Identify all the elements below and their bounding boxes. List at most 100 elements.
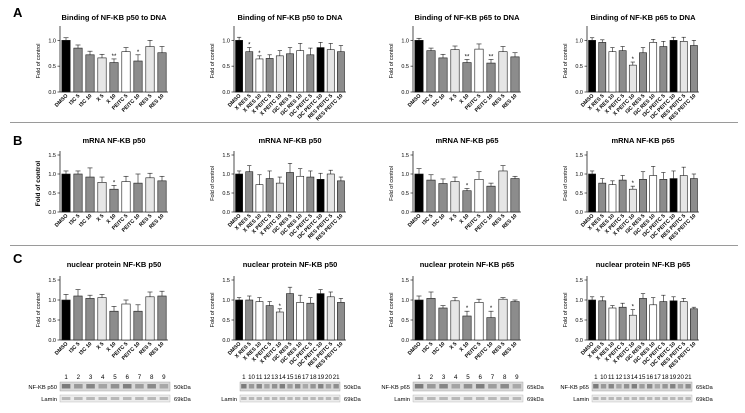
chart-9-bar-1 (61, 299, 71, 341)
chart-3-bar-4 (450, 49, 460, 93)
chart-12-bar-8 (659, 301, 668, 341)
chart-8-ytick-label-3: 1.5 (575, 153, 583, 159)
blot-4-control-band-4 (616, 397, 622, 400)
chart-3-ytick-label-0: 0.0 (401, 90, 409, 96)
blot-1-target-label: NF-KB p50 (28, 385, 57, 391)
chart-6-ytick-label-1: 0.5 (222, 191, 230, 197)
chart-4-bar-8 (659, 46, 668, 93)
chart-5-bar-8 (145, 177, 155, 213)
chart-10-ytick-label-0: 0.0 (222, 338, 230, 344)
chart-10-bar-10 (326, 296, 335, 341)
chart-5-ytick-label-0: 0.0 (48, 210, 56, 216)
blot-4-lane-1: 1 (594, 374, 598, 381)
chart-6-ytick-label-0: 0.0 (222, 210, 230, 216)
chart-1-bar-8 (145, 46, 155, 93)
chart-5-ytick-label-1: 0.5 (48, 191, 56, 197)
chart-5-xtick-label-3: I3C 10 (78, 213, 93, 228)
blot-2-control-band-9 (302, 397, 309, 400)
blot-2-target-kda: 50kDa (344, 385, 362, 391)
chart-1-bar-2 (73, 47, 83, 93)
blot-3-target-band-4 (451, 384, 461, 389)
row-letter-b: B (13, 133, 22, 148)
blot-2-control-band-4 (264, 397, 270, 400)
blot-2-target-band-5 (271, 384, 278, 389)
blot-1-control-band-7 (135, 397, 144, 400)
chart-6-bar-7 (296, 175, 305, 213)
chart-1-bar-9 (157, 52, 167, 93)
chart-9-bar-6 (121, 303, 131, 341)
chart-5-bar-9 (157, 180, 167, 213)
blot-4-target-band-8 (647, 384, 653, 389)
chart-6-bar-3 (255, 184, 264, 213)
chart-4-bar-7 (649, 42, 658, 93)
blot-4-control-band-3 (608, 397, 614, 400)
blot-4-control-band-11 (670, 397, 676, 400)
chart-9-xtick-label-5: X 10 (105, 341, 117, 353)
chart-11-sig-7: * (490, 306, 493, 312)
blot-2-control-kda: 69kDa (344, 397, 362, 403)
chart-3-sig-7: ** (489, 54, 494, 60)
chart-1-ytick-label-1: 0.5 (48, 64, 56, 70)
chart-5-bar-1 (61, 173, 71, 213)
blot-3-target-band-7 (488, 384, 497, 389)
blot-1-lane-1: 1 (64, 374, 68, 381)
blot-2-lane-20: 20 (325, 374, 332, 381)
chart-6-ytick-label-2: 1.0 (222, 172, 230, 178)
blot-3-control-band-9 (512, 397, 522, 400)
blot-4-control-band-7 (639, 397, 645, 400)
chart-12-bar-6 (639, 298, 647, 341)
blot-1-control-band-2 (74, 397, 83, 400)
chart-9-ytick-label-2: 1.0 (48, 298, 56, 304)
chart-4-bar-10 (679, 41, 688, 93)
chart-8-bar-4 (618, 179, 627, 213)
blot-3-control-band-6 (475, 397, 485, 400)
blot-4-control-kda: 69kDa (696, 397, 714, 403)
blot-4-control-band-6 (631, 397, 637, 400)
chart-8-bar-10 (679, 175, 688, 213)
blot-1-control-band-3 (86, 397, 95, 400)
blot-1-control-band-4 (98, 397, 108, 400)
chart-11-xtick-label-3: I3C 10 (431, 341, 446, 356)
chart-9-bar-8 (145, 296, 155, 341)
chart-10-bar-8 (306, 302, 315, 341)
chart-3-ytick-label-1: 0.5 (401, 64, 409, 70)
chart-1-xtick-label-3: I3C 10 (78, 93, 93, 108)
chart-12-bar-3 (608, 307, 617, 341)
chart-11-title: nuclear protein NF-KB p65 (420, 260, 515, 269)
chart-12-title: nuclear protein NF-KB p65 (596, 260, 691, 269)
chart-9-xtick-label-1: DMSO (54, 341, 69, 356)
chart-11-bar-9 (510, 301, 520, 341)
blot-4-target-label: NF-KB p65 (560, 385, 589, 391)
chart-12-ytick-label-3: 1.5 (575, 278, 583, 284)
chart-7-xtick-label-1: DMSO (407, 213, 422, 228)
chart-8-bar-3 (608, 184, 617, 213)
chart-12-bar-1 (588, 299, 596, 341)
blot-2-lane-16: 16 (294, 374, 301, 381)
blot-3-target-band-3 (439, 384, 448, 389)
blot-1-target-band-7 (135, 384, 144, 389)
chart-3-bar-3 (438, 57, 448, 93)
chart-2-bar-11 (337, 51, 345, 93)
chart-2-ytick-label-2: 1.0 (222, 38, 230, 44)
chart-10-sig-5: * (279, 304, 282, 310)
chart-2-sig-3: * (258, 51, 261, 57)
blot-1-lane-2: 2 (77, 374, 81, 381)
blot-3-lane-6: 6 (478, 374, 482, 381)
chart-7-bar-7 (486, 185, 496, 213)
chart-1-bar-4 (97, 57, 107, 93)
blot-3-lane-5: 5 (466, 374, 470, 381)
blot-2-lane-1: 1 (242, 374, 246, 381)
blot-3-control-label: Lamin (394, 397, 410, 403)
blot-2-target-band-10 (310, 384, 316, 389)
chart-4-ytick-label-0: 0.0 (575, 90, 583, 96)
blot-1-control-label: Lamin (41, 397, 57, 403)
chart-4-ylabel: Fold of control (563, 44, 569, 79)
chart-12-ylabel: Fold of control (563, 293, 569, 328)
chart-8-ytick-label-1: 0.5 (575, 191, 583, 197)
chart-11-bar-8 (498, 298, 508, 341)
blot-3-control-band-7 (488, 397, 497, 400)
chart-1-xtick-label-1: DMSO (54, 93, 69, 108)
chart-12-bar-2 (598, 300, 607, 341)
blot-2-lane-21: 21 (333, 374, 340, 381)
chart-4-title: Binding of NF-KB p65 to DNA (591, 13, 697, 22)
